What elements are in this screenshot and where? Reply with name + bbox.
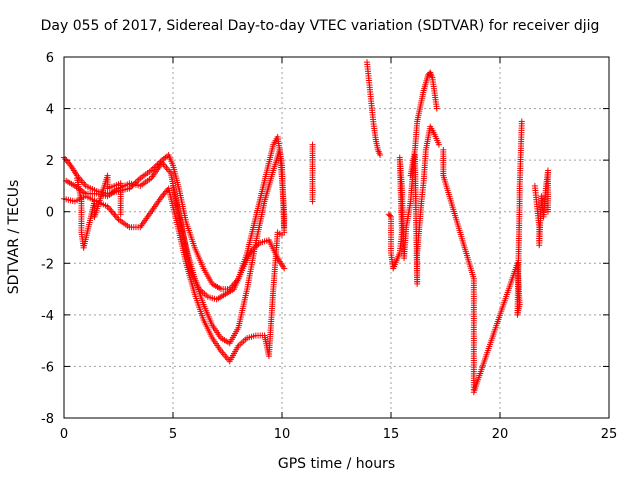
data-point: [433, 105, 440, 112]
data-point: [134, 178, 141, 185]
data-point: [281, 265, 288, 272]
y-tick-label: -2: [41, 257, 54, 272]
gridlines: [64, 57, 609, 418]
data-point: [62, 156, 69, 163]
data-point: [386, 212, 393, 219]
data-point: [135, 176, 142, 183]
axis-ticks: 0 5 10 15 20 25 -8 -6 -4 -2 0 2 4 6: [41, 51, 617, 442]
data-point: [309, 198, 316, 205]
x-axis-label: GPS time / hours: [277, 456, 396, 472]
y-tick-label: -4: [41, 309, 54, 324]
data-points: [61, 59, 551, 396]
y-tick-label: 2: [46, 154, 54, 169]
y-axis-label: SDTVAR / TECUs: [6, 179, 22, 295]
x-tick-label: 0: [60, 427, 68, 442]
data-point: [63, 157, 70, 164]
chart-title: Day 055 of 2017, Sidereal Day-to-day VTE…: [40, 18, 600, 34]
y-tick-label: 0: [46, 206, 54, 221]
data-point: [279, 231, 285, 238]
y-tick-label: -6: [41, 360, 54, 375]
x-tick-label: 20: [492, 427, 509, 442]
data-point: [117, 211, 124, 218]
data-point: [377, 151, 384, 158]
y-tick-label: 6: [46, 51, 54, 66]
y-tick-label: 4: [46, 103, 54, 118]
y-tick-label: -8: [41, 412, 54, 427]
x-tick-label: 25: [601, 427, 618, 442]
data-point: [281, 224, 288, 231]
plot-frame: [63, 56, 610, 419]
data-point: [518, 118, 525, 125]
data-point: [435, 141, 442, 148]
data-point: [163, 188, 170, 195]
x-tick-label: 15: [383, 427, 400, 442]
data-point: [544, 208, 551, 215]
x-tick-label: 10: [274, 427, 291, 442]
x-tick-label: 5: [169, 427, 177, 442]
